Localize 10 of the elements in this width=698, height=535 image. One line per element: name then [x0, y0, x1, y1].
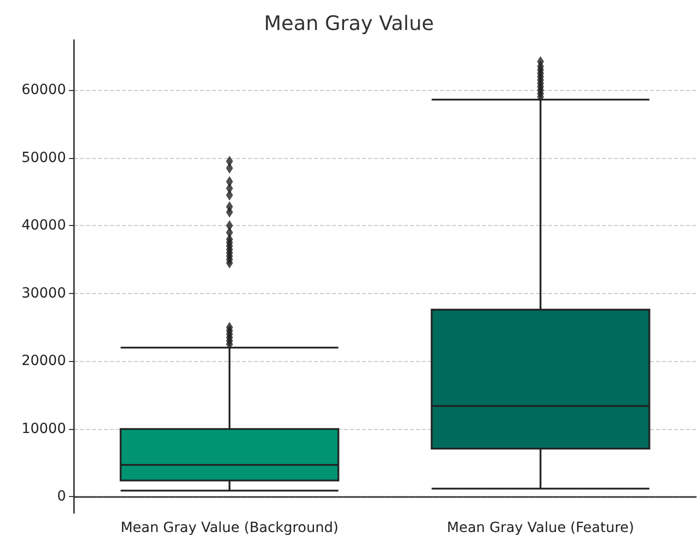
- y-tick-label: 30000: [21, 285, 66, 302]
- y-tick-label: 10000: [21, 420, 66, 437]
- y-tick-label: 60000: [21, 82, 66, 98]
- y-tick-label: 40000: [21, 218, 66, 234]
- y-tick-label: 20000: [21, 353, 66, 370]
- chart-title: Mean Gray Value: [264, 11, 434, 35]
- y-tick-label: 0: [57, 488, 66, 505]
- x-tick-label: Mean Gray Value (Feature): [446, 520, 634, 535]
- y-tick-label: 50000: [21, 150, 66, 166]
- x-tick-label: Mean Gray Value (Background): [120, 520, 338, 535]
